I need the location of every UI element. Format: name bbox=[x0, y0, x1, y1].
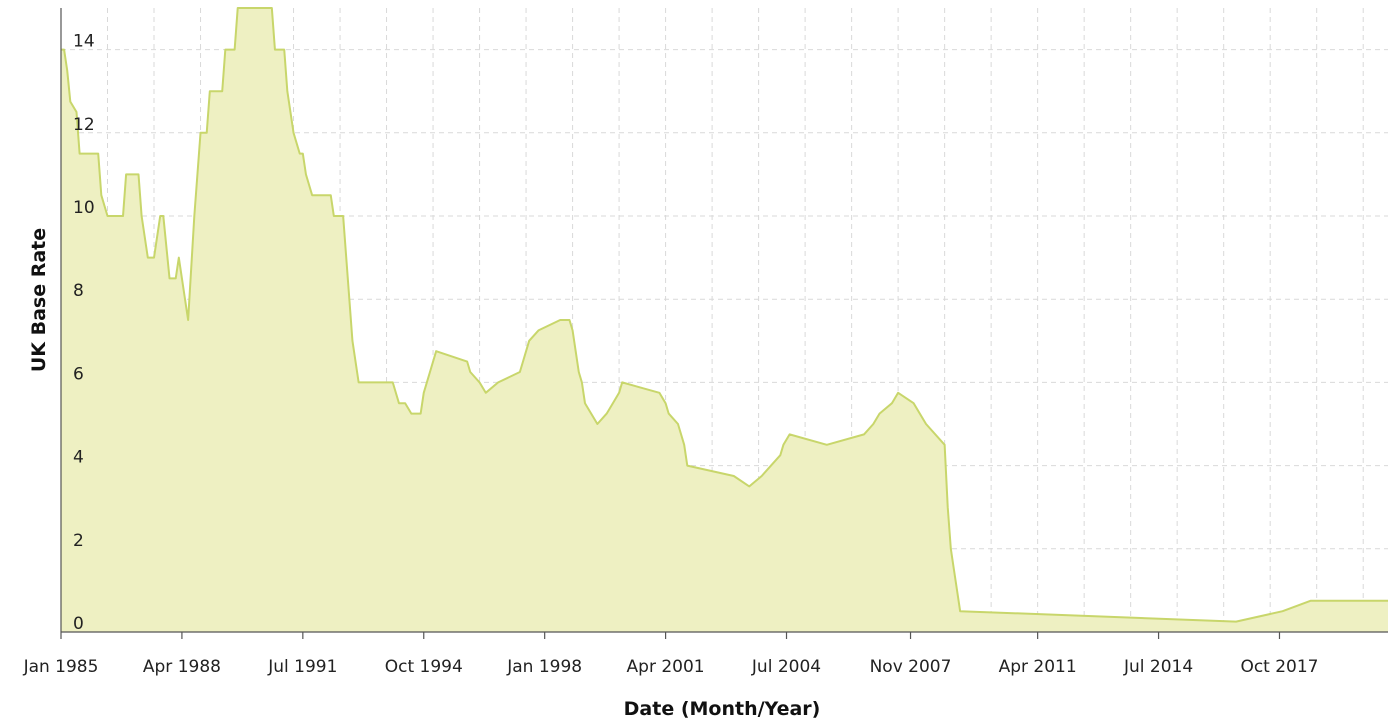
x-tick-label: Jan 1998 bbox=[506, 657, 582, 677]
axes bbox=[60, 8, 1388, 639]
y-tick-label: 6 bbox=[73, 364, 84, 384]
x-axis-title: Date (Month/Year) bbox=[624, 698, 821, 720]
x-tick-label: Nov 2007 bbox=[870, 657, 952, 677]
y-tick-label: 2 bbox=[73, 531, 84, 551]
y-tick-label: 10 bbox=[73, 198, 95, 218]
y-tick-label: 8 bbox=[73, 281, 84, 301]
y-tick-label: 12 bbox=[73, 115, 95, 135]
x-tick-label: Jul 1991 bbox=[267, 657, 337, 677]
x-tick-label: Jan 1985 bbox=[23, 657, 99, 677]
x-tick-label: Apr 2001 bbox=[627, 657, 705, 677]
y-tick-label: 14 bbox=[73, 32, 95, 52]
tick-labels: Jan 1985 Apr 1988 Jul 1991 Oct 1994 Jan 1998… bbox=[23, 32, 1319, 677]
y-tick-label: 0 bbox=[73, 614, 84, 634]
x-tick-label: Oct 1994 bbox=[385, 657, 463, 677]
x-tick-label: Jul 2004 bbox=[751, 657, 821, 677]
x-tick-label: Apr 1988 bbox=[143, 657, 221, 677]
data-area bbox=[61, 8, 1388, 632]
x-tick-label: Apr 2011 bbox=[999, 657, 1077, 677]
x-tick-label: Oct 2017 bbox=[1240, 657, 1318, 677]
y-tick-label: 4 bbox=[73, 448, 84, 468]
data-line bbox=[61, 7, 1388, 623]
y-axis-title: UK Base Rate bbox=[28, 228, 50, 372]
x-tick-label: Jul 2014 bbox=[1123, 657, 1193, 677]
data-area-group bbox=[61, 7, 1388, 632]
